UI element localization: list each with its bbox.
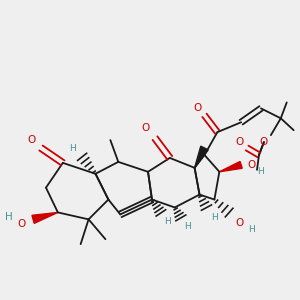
Text: H: H: [164, 217, 171, 226]
Text: O: O: [247, 160, 255, 170]
Text: H: H: [211, 213, 218, 222]
Polygon shape: [195, 146, 208, 168]
Text: O: O: [260, 137, 268, 147]
Polygon shape: [219, 161, 242, 172]
Text: O: O: [235, 137, 243, 147]
Text: H: H: [5, 212, 13, 222]
Text: H: H: [69, 143, 76, 152]
Text: H: H: [258, 167, 264, 176]
Text: H: H: [184, 222, 191, 231]
Text: O: O: [194, 103, 202, 113]
Text: H: H: [248, 225, 254, 234]
Text: O: O: [235, 218, 243, 228]
Polygon shape: [32, 212, 58, 224]
Text: O: O: [141, 123, 149, 133]
Text: O: O: [17, 219, 25, 229]
Text: O: O: [27, 135, 35, 145]
